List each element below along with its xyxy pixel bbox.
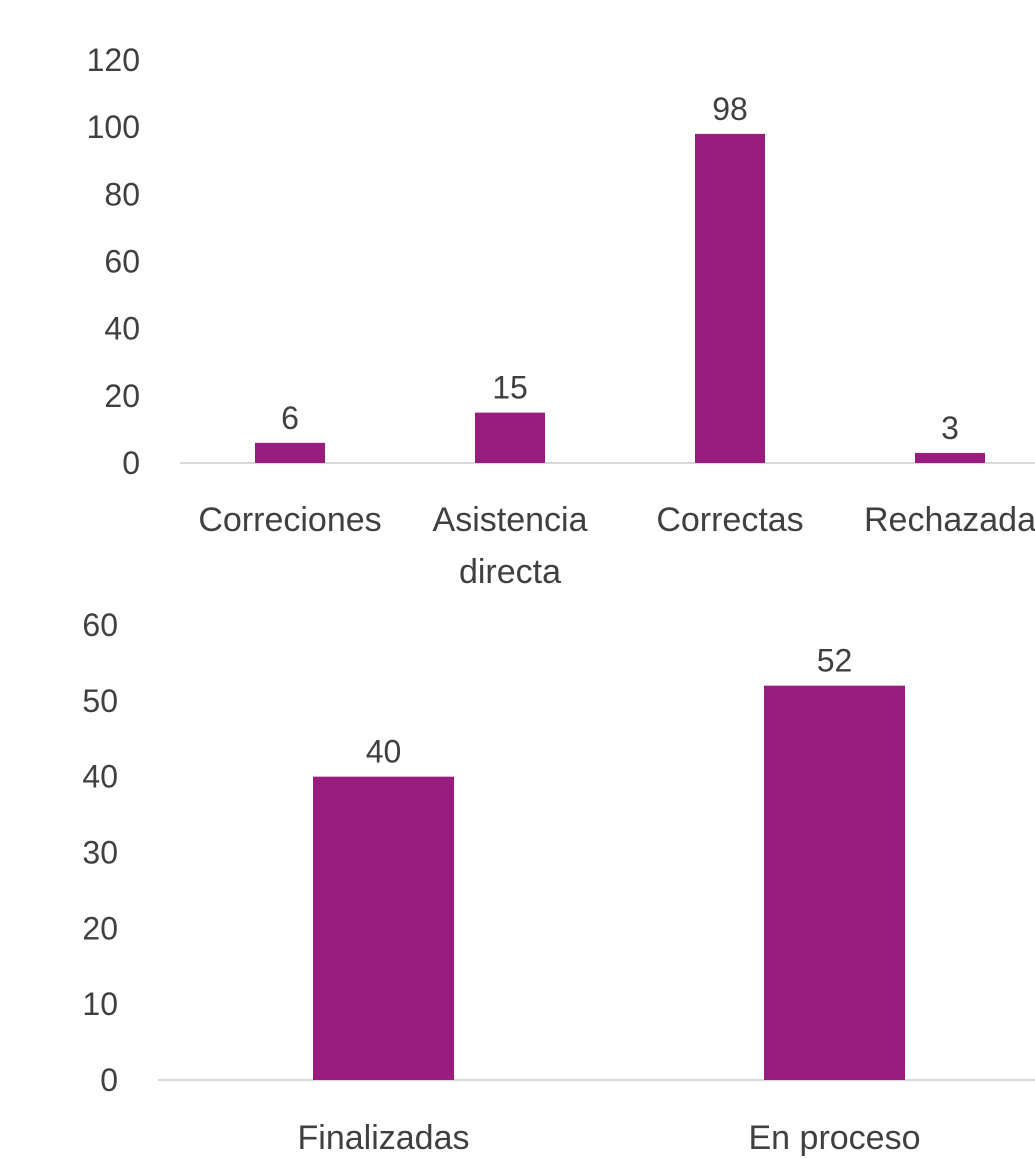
category-label-line: En proceso	[749, 1119, 921, 1157]
y-tick-label: 60	[82, 607, 118, 643]
data-label: 6	[281, 400, 299, 436]
category-label-line: Correctas	[656, 501, 803, 539]
y-tick-label: 100	[87, 109, 140, 145]
bar	[255, 442, 325, 463]
y-tick-label: 30	[82, 835, 118, 871]
category-label-line: Rechazada	[864, 501, 1035, 539]
category-label-line: directa	[459, 553, 561, 591]
y-tick-label: 10	[82, 986, 118, 1022]
bar	[475, 412, 545, 463]
data-label: 40	[366, 734, 402, 770]
y-tick-label: 80	[104, 176, 140, 212]
category-label: Correctas	[656, 501, 803, 539]
category-label-line: Finalizadas	[298, 1119, 470, 1157]
bar	[764, 685, 905, 1080]
y-tick-label: 20	[104, 378, 140, 414]
category-label-line: Asistencia	[433, 501, 588, 539]
data-label: 15	[492, 370, 528, 406]
y-tick-label: 40	[82, 759, 118, 795]
category-label: Asistencia directa	[433, 501, 588, 591]
bar	[695, 133, 765, 463]
y-tick-label: 0	[100, 1062, 118, 1098]
category-label: Finalizadas	[298, 1119, 470, 1157]
y-tick-label: 0	[122, 445, 140, 481]
category-label-line: Correciones	[198, 501, 381, 539]
bar	[313, 776, 454, 1080]
category-label: En proceso	[749, 1119, 921, 1157]
data-label: 52	[817, 643, 853, 679]
data-label: 98	[712, 91, 748, 127]
y-tick-label: 120	[87, 42, 140, 78]
chart-top: 0 20 40 60 80 100 120 6 Correciones 15 Asistencia d…	[87, 42, 1035, 591]
category-label: Rechazada	[864, 501, 1035, 539]
category-label: Correciones	[198, 501, 381, 539]
y-tick-label: 40	[104, 311, 140, 347]
bar	[915, 452, 985, 463]
y-tick-label: 50	[82, 683, 118, 719]
data-label: 3	[941, 410, 959, 446]
y-tick-label: 20	[82, 910, 118, 946]
y-tick-label: 60	[104, 244, 140, 280]
chart-bottom: 0 10 20 30 40 50 60 40 Finalizadas 52 En proceso	[82, 607, 1035, 1157]
